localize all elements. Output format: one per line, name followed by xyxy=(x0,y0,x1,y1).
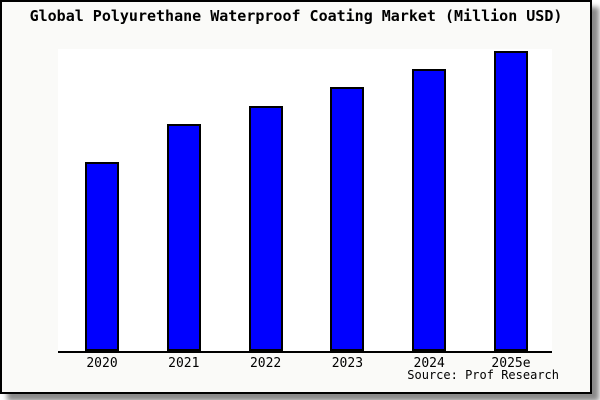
x-tick-label: 2022 xyxy=(249,356,282,371)
source-note: Source: Prof Research xyxy=(407,368,559,382)
bar-2023 xyxy=(330,87,365,351)
x-tick-label: 2024 xyxy=(413,356,445,371)
plot-area xyxy=(58,49,552,353)
x-axis-tick-labels: 2020 2021 2022 2023 2024 2025e xyxy=(58,356,552,372)
x-tick-label: 2020 xyxy=(86,356,118,371)
x-tick-label: 2023 xyxy=(331,356,364,371)
bar-2024 xyxy=(412,69,447,351)
chart-frame: Global Polyurethane Waterproof Coating M… xyxy=(0,0,592,394)
bar-2025e xyxy=(494,51,528,351)
chart-title: Global Polyurethane Waterproof Coating M… xyxy=(29,7,563,25)
bar-2020 xyxy=(85,162,119,351)
x-tick-label: 2025e xyxy=(491,356,531,371)
x-tick-label: 2021 xyxy=(168,356,200,371)
bar-2022 xyxy=(248,105,283,351)
bar-2021 xyxy=(166,123,201,351)
